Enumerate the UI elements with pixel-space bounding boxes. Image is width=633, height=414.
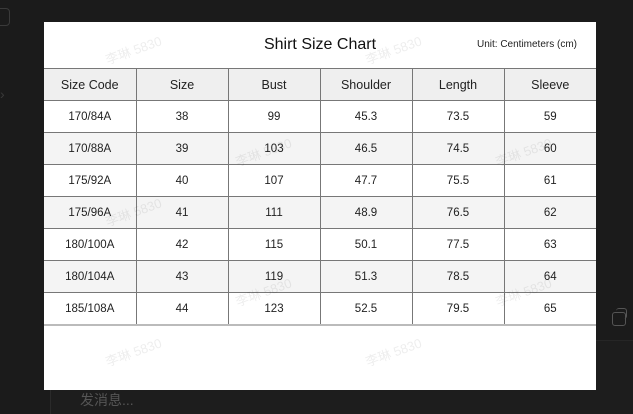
image-preview: Shirt Size Chart Unit: Centimeters (cm) … <box>44 22 596 390</box>
table-cell: 123 <box>227 292 321 326</box>
table-cell: 40 <box>135 164 229 197</box>
chart-title: Shirt Size Chart <box>263 36 377 53</box>
table-cell: 50.1 <box>319 228 413 261</box>
table-cell: 48.9 <box>319 196 413 229</box>
table-cell: 42 <box>135 228 229 261</box>
table-cell: 185/108A <box>44 292 137 326</box>
table-cell: 170/84A <box>44 100 137 133</box>
table-row: 170/84A 38 99 45.3 73.5 59 <box>44 100 596 133</box>
watermark: 李琳 5830 <box>103 335 164 370</box>
table-cell: 64 <box>503 260 596 293</box>
table-cell: 77.5 <box>411 228 505 261</box>
table-cell: 170/88A <box>44 132 137 165</box>
table-cell: 111 <box>227 196 321 229</box>
table-header-row: Size Code Size Bust Shoulder Length Sleeve <box>44 68 596 101</box>
table-row: 185/108A 44 123 52.5 79.5 65 <box>44 292 596 326</box>
table-row: 175/92A 40 107 47.7 75.5 61 <box>44 164 596 197</box>
table-row: 180/100A 42 115 50.1 77.5 63 <box>44 228 596 261</box>
column-header: Shoulder <box>319 68 413 101</box>
table-cell: 61 <box>503 164 596 197</box>
table-cell: 38 <box>135 100 229 133</box>
table-cell: 119 <box>227 260 321 293</box>
table-row: 170/88A 39 103 46.5 74.5 60 <box>44 132 596 165</box>
table-cell: 52.5 <box>319 292 413 326</box>
watermark: 李琳 5830 <box>363 335 424 370</box>
table-cell: 78.5 <box>411 260 505 293</box>
unit-label: Unit: Centimeters (cm) <box>476 39 577 50</box>
table-cell: 175/92A <box>44 164 137 197</box>
table-cell: 79.5 <box>411 292 505 326</box>
table-row: 175/96A 41 111 48.9 76.5 62 <box>44 196 596 229</box>
table-cell: 51.3 <box>319 260 413 293</box>
column-header: Bust <box>227 68 321 101</box>
table-cell: 180/100A <box>44 228 137 261</box>
table-cell: 180/104A <box>44 260 137 293</box>
table-row: 180/104A 43 119 51.3 78.5 64 <box>44 260 596 293</box>
copy-icon[interactable] <box>612 308 627 326</box>
table-cell: 65 <box>503 292 596 326</box>
table-cell: 43 <box>135 260 229 293</box>
message-input[interactable]: 发消息... <box>80 392 134 408</box>
column-header: Size Code <box>44 68 137 101</box>
table-cell: 76.5 <box>411 196 505 229</box>
table-cell: 75.5 <box>411 164 505 197</box>
table-cell: 63 <box>503 228 596 261</box>
table-cell: 59 <box>503 100 596 133</box>
table-cell: 103 <box>227 132 321 165</box>
table-cell: 74.5 <box>411 132 505 165</box>
column-header: Size <box>135 68 229 101</box>
table-cell: 115 <box>227 228 321 261</box>
sidebar-icon[interactable] <box>0 8 10 26</box>
size-table: Size Code Size Bust Shoulder Length Sleeve 17… <box>44 68 596 326</box>
table-cell: 39 <box>135 132 229 165</box>
table-cell: 62 <box>503 196 596 229</box>
column-header: Sleeve <box>503 68 596 101</box>
table-cell: 47.7 <box>319 164 413 197</box>
column-header: Length <box>411 68 505 101</box>
table-cell: 44 <box>135 292 229 326</box>
table-cell: 73.5 <box>411 100 505 133</box>
table-cell: 99 <box>227 100 321 133</box>
table-cell: 46.5 <box>319 132 413 165</box>
chevron-right-icon[interactable]: › <box>0 86 5 102</box>
table-cell: 45.3 <box>319 100 413 133</box>
